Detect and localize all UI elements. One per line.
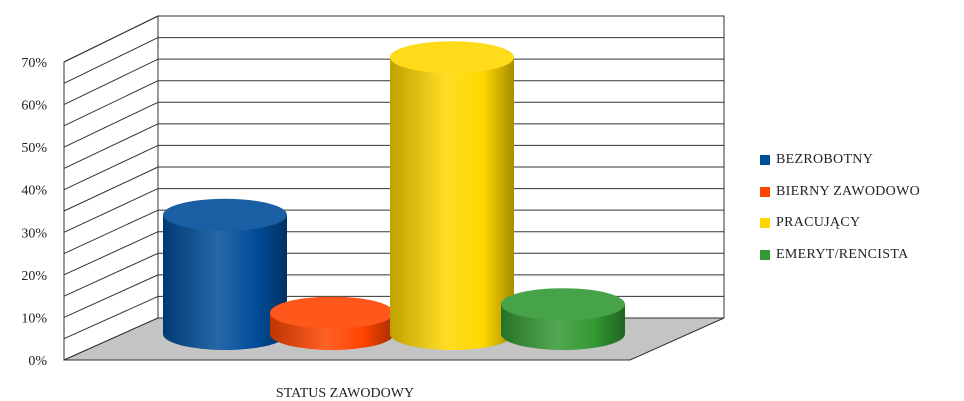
gridline-side — [63, 15, 159, 63]
y-tick-label: 60% — [21, 99, 47, 114]
legend-swatch — [760, 218, 770, 228]
y-tick-label: 10% — [21, 311, 47, 326]
legend-item: EMERYT/RENCISTA — [760, 247, 920, 263]
gridline-side — [63, 209, 159, 255]
gridline-side — [63, 144, 159, 191]
x-axis-label: STATUS ZAWODOWY — [276, 386, 414, 401]
legend-label: BIERNY ZAWODOWO — [776, 183, 921, 199]
bar-top-emeryt-rencista — [501, 288, 625, 321]
legend-swatch — [760, 155, 770, 165]
legend-label: EMERYT/RENCISTA — [776, 246, 909, 262]
gridline-side — [63, 166, 159, 212]
y-tick-label: 20% — [21, 269, 47, 284]
y-tick-label: 50% — [21, 141, 47, 156]
y-tick-label: 0% — [28, 354, 47, 369]
gridline-side — [63, 252, 159, 297]
bar-top-pracuj-cy — [390, 41, 514, 74]
side-wall — [63, 15, 159, 361]
gridline-side — [63, 80, 159, 127]
gridline-side — [63, 123, 159, 169]
legend-item: PRACUJĄCY — [760, 215, 920, 231]
gridline-side — [63, 101, 159, 148]
bar-top-bezrobotny — [163, 198, 287, 231]
gridline-side — [63, 295, 159, 340]
gridline-side — [63, 231, 159, 276]
y-tick-label: 70% — [21, 56, 47, 71]
gridline-side — [63, 274, 159, 318]
bar-body-pracuj-cy — [390, 57, 514, 351]
y-tick-label: 30% — [21, 226, 47, 241]
y-tick-label: 40% — [21, 184, 47, 199]
bar-body-bezrobotny — [163, 214, 287, 350]
bar-top-bierny-zawodowo — [270, 296, 394, 329]
legend-swatch — [760, 249, 770, 260]
gridline-side — [63, 188, 159, 233]
legend-swatch — [760, 186, 770, 197]
legend-item: BEZROBOTNY — [760, 152, 920, 168]
legend-item: BIERNY ZAWODOWO — [760, 184, 920, 200]
chart-legend: BEZROBOTNY BIERNY ZAWODOWO PRACUJĄCY EMERYT… — [760, 152, 920, 278]
legend-label: PRACUJĄCY — [776, 215, 861, 230]
gridline-side — [63, 58, 159, 106]
gridline-side — [63, 37, 159, 84]
legend-label: BEZROBOTNY — [776, 152, 874, 167]
